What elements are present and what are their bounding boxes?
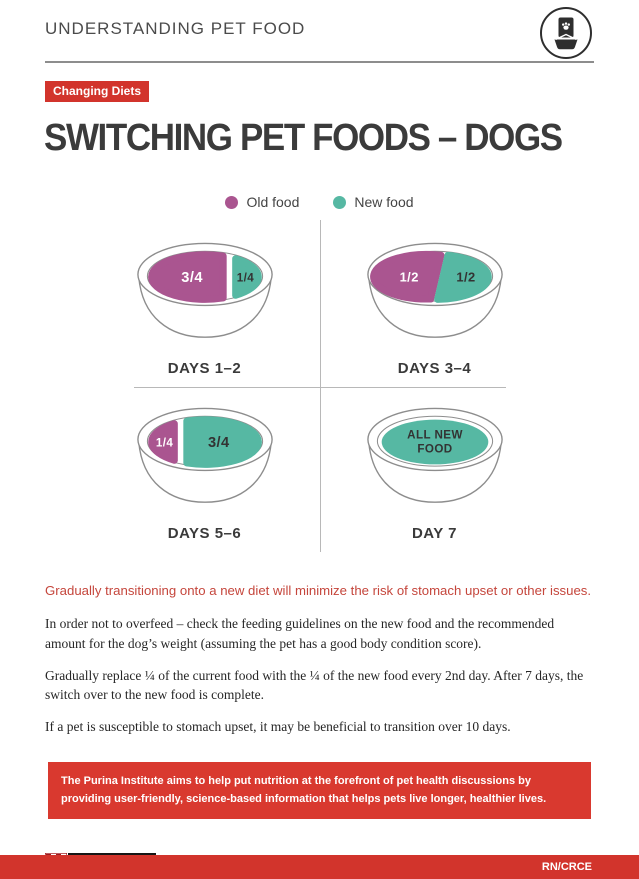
- pet-food-bag-bowl-icon: [554, 17, 578, 50]
- transition-diagram: 3/4 1/4 DAYS 1–2 1/2 1/2 DAYS 3–4 1/4 3/4 D…: [90, 220, 550, 552]
- bowl-day-7: ALL NEW FOOD DAY 7: [320, 387, 550, 552]
- svg-text:1/2: 1/2: [399, 269, 418, 284]
- section-badge: Changing Diets: [45, 81, 150, 102]
- bowl-days-3-4: 1/2 1/2 DAYS 3–4: [320, 222, 550, 387]
- bowl-caption: DAYS 1–2: [167, 360, 242, 377]
- svg-text:3/4: 3/4: [207, 435, 229, 451]
- bowl-graphic: 3/4 1/4: [136, 242, 273, 338]
- svg-text:1/2: 1/2: [456, 269, 475, 284]
- bowl-graphic: 1/2 1/2: [366, 242, 503, 338]
- new-food-dot: [333, 195, 347, 209]
- bowl-days-1-2: 3/4 1/4 DAYS 1–2: [90, 222, 320, 387]
- page-header: UNDERSTANDING PET FOOD: [0, 0, 639, 63]
- paragraph-overfeed: In order not to overfeed – check the fee…: [45, 616, 555, 652]
- header-title: UNDERSTANDING PET FOOD: [45, 19, 306, 38]
- legend-label: New food: [354, 194, 414, 210]
- legend: Old food New food: [0, 194, 639, 210]
- body-copy: In order not to overfeed – check the fee…: [45, 614, 594, 736]
- purina-mission-callout: The Purina Institute aims to help put nu…: [48, 762, 591, 820]
- diagram-grid: 3/4 1/4 DAYS 1–2 1/2 1/2 DAYS 3–4 1/4 3/4 D…: [90, 222, 550, 552]
- legend-label: Old food: [246, 194, 300, 210]
- paragraph-replace-quarter: Gradually replace ¼ of the current food …: [45, 667, 584, 703]
- bowl-graphic: 1/4 3/4: [136, 407, 273, 503]
- svg-text:ALL NEW: ALL NEW: [407, 429, 463, 442]
- highlight-sentence: Gradually transitioning onto a new diet …: [45, 583, 592, 598]
- paragraph-stomach-upset: If a pet is susceptible to stomach upset…: [45, 718, 511, 734]
- diagram-horizontal-divider: [133, 387, 506, 388]
- svg-text:FOOD: FOOD: [417, 442, 452, 455]
- legend-item-old-food: Old food: [225, 194, 299, 210]
- bowl-caption: DAYS 5–6: [167, 525, 242, 542]
- footer-bar: RN/CRCE: [0, 855, 639, 879]
- svg-text:1/4: 1/4: [236, 271, 254, 284]
- page-title: SWITCHING PET FOODS – DOGS: [44, 117, 563, 159]
- legend-item-new-food: New food: [333, 194, 414, 210]
- page-code: RN/CRCE: [541, 861, 592, 873]
- header-divider: [45, 61, 594, 63]
- svg-text:3/4: 3/4: [181, 270, 203, 286]
- bowl-caption: DAYS 3–4: [397, 360, 472, 377]
- old-food-dot: [225, 195, 239, 209]
- bowl-caption: DAY 7: [411, 525, 458, 542]
- pet-food-icon: [540, 7, 592, 59]
- diagram-vertical-divider: [319, 220, 321, 552]
- bowl-days-5-6: 1/4 3/4 DAYS 5–6: [90, 387, 320, 552]
- svg-text:1/4: 1/4: [155, 436, 173, 449]
